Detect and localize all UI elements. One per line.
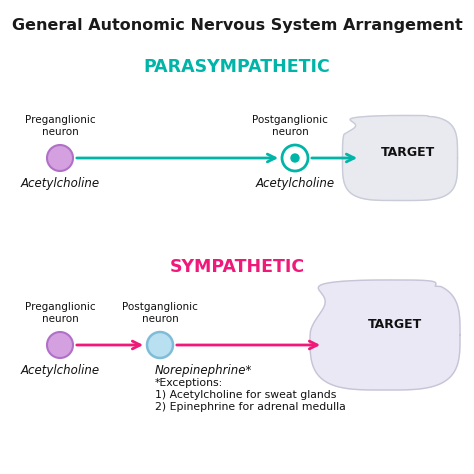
Text: TARGET: TARGET	[368, 319, 422, 331]
Text: PARASYMPATHETIC: PARASYMPATHETIC	[144, 58, 330, 76]
Circle shape	[47, 145, 73, 171]
Text: neuron: neuron	[42, 314, 78, 324]
Text: Acetylcholine: Acetylcholine	[20, 364, 100, 377]
Text: TARGET: TARGET	[381, 146, 435, 159]
Text: Norepinephrine*: Norepinephrine*	[155, 364, 252, 377]
Text: General Autonomic Nervous System Arrangement: General Autonomic Nervous System Arrange…	[12, 18, 462, 33]
Circle shape	[282, 145, 308, 171]
Text: *Exceptions:: *Exceptions:	[155, 378, 223, 388]
Circle shape	[291, 154, 299, 162]
Text: 1) Acetylcholine for sweat glands: 1) Acetylcholine for sweat glands	[155, 390, 337, 400]
Circle shape	[47, 332, 73, 358]
Text: 2) Epinephrine for adrenal medulla: 2) Epinephrine for adrenal medulla	[155, 402, 346, 412]
Text: Postganglionic: Postganglionic	[122, 302, 198, 312]
Text: neuron: neuron	[272, 127, 309, 137]
Polygon shape	[343, 116, 457, 201]
Circle shape	[147, 332, 173, 358]
Text: Acetylcholine: Acetylcholine	[255, 177, 335, 190]
Text: neuron: neuron	[142, 314, 178, 324]
Text: Preganglionic: Preganglionic	[25, 302, 95, 312]
Text: Postganglionic: Postganglionic	[252, 115, 328, 125]
Text: neuron: neuron	[42, 127, 78, 137]
Text: Preganglionic: Preganglionic	[25, 115, 95, 125]
Text: SYMPATHETIC: SYMPATHETIC	[169, 258, 305, 276]
Text: Acetylcholine: Acetylcholine	[20, 177, 100, 190]
Polygon shape	[310, 280, 460, 390]
